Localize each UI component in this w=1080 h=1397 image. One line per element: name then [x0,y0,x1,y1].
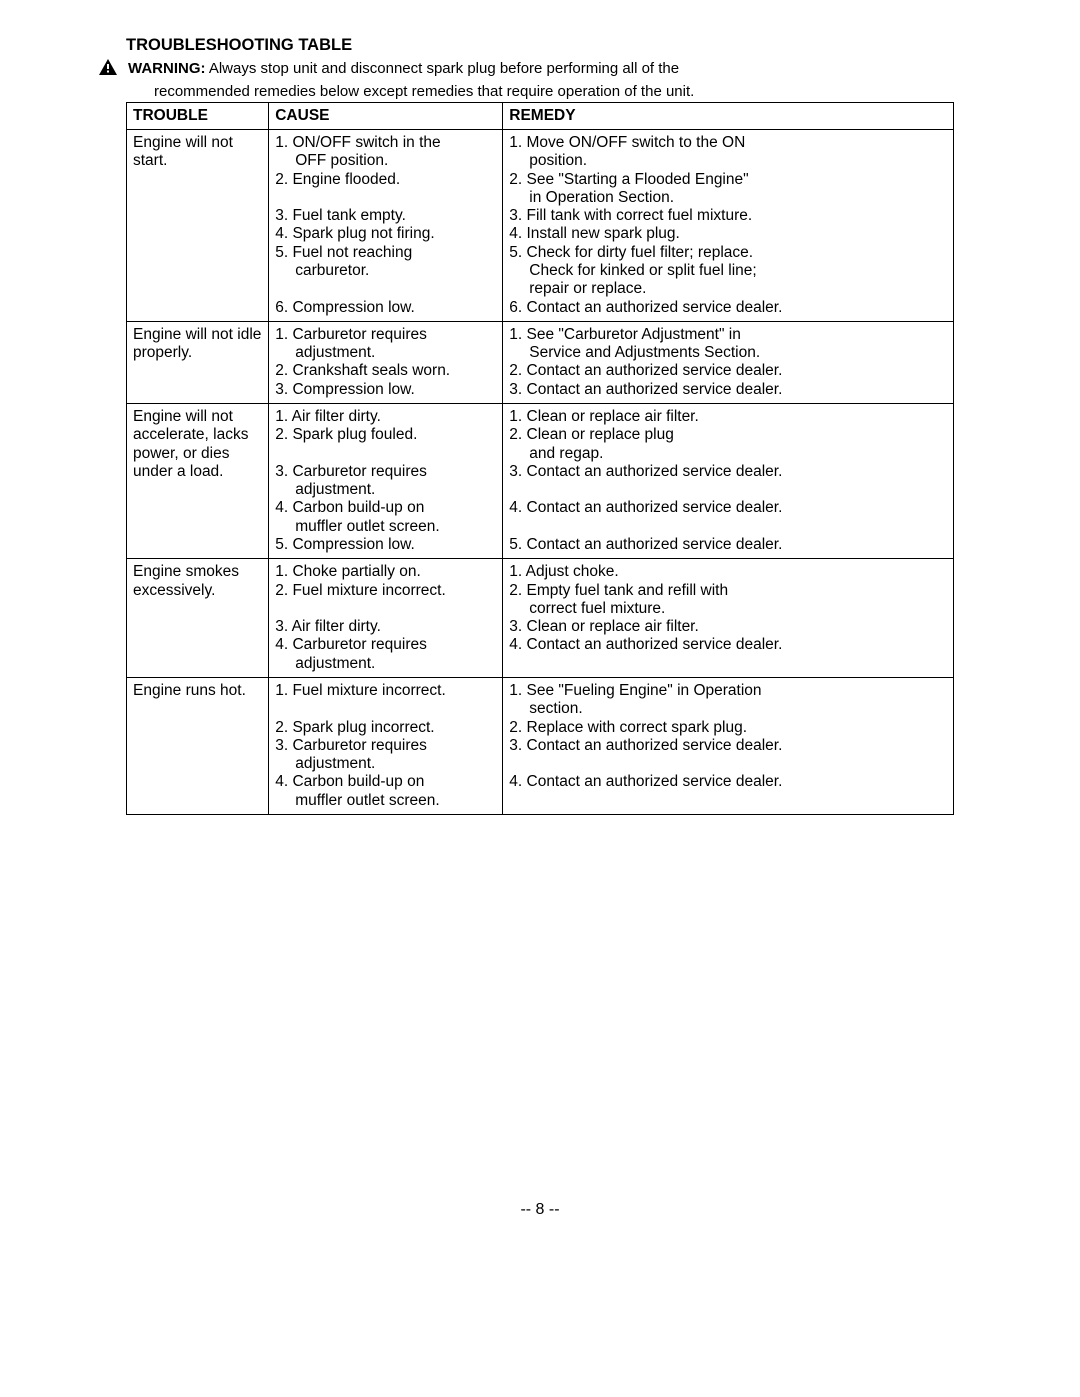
cell-cause: 1. Choke partially on.2. Fuel mixture in… [269,559,503,678]
cell-remedy: 1. See "Carburetor Adjustment" inService… [503,321,954,403]
table-row: Engine smokes excessively.1. Choke parti… [127,559,954,678]
table-row: Engine will not idle properly.1. Carbure… [127,321,954,403]
warning-sub: recommended remedies below except remedi… [126,83,954,101]
th-remedy: REMEDY [503,102,954,129]
cell-cause: 1. Carburetor requiresadjustment.2. Cran… [269,321,503,403]
cell-remedy: 1. Move ON/OFF switch to the ONposition.… [503,130,954,322]
cell-remedy: 1. Adjust choke.2. Empty fuel tank and r… [503,559,954,678]
cell-trouble: Engine will not idle properly. [127,321,269,403]
cell-cause: 1. Air filter dirty.2. Spark plug fouled… [269,404,503,559]
cell-cause: 1. ON/OFF switch in theOFF position.2. E… [269,130,503,322]
cell-remedy: 1. Clean or replace air filter.2. Clean … [503,404,954,559]
table-row: Engine will not accelerate, lacks power,… [127,404,954,559]
cell-trouble: Engine will not accelerate, lacks power,… [127,404,269,559]
th-trouble: TROUBLE [127,102,269,129]
cell-trouble: Engine smokes excessively. [127,559,269,678]
table-row: Engine runs hot.1. Fuel mixture incorrec… [127,677,954,814]
warning-label: WARNING: [128,60,206,77]
warning-text: Always stop unit and disconnect spark pl… [209,60,679,77]
cell-remedy: 1. See "Fueling Engine" in Operationsect… [503,677,954,814]
cell-trouble: Engine will not start. [127,130,269,322]
th-cause: CAUSE [269,102,503,129]
troubleshooting-table: TROUBLE CAUSE REMEDY Engine will not sta… [126,102,954,815]
warning-line: WARNING: Always stop unit and disconnect… [126,58,954,81]
page-title: TROUBLESHOOTING TABLE [126,36,954,56]
cell-cause: 1. Fuel mixture incorrect. 2. Spark plug… [269,677,503,814]
table-row: Engine will not start.1. ON/OFF switch i… [127,130,954,322]
cell-trouble: Engine runs hot. [127,677,269,814]
page-number: -- 8 -- [0,1200,1080,1219]
